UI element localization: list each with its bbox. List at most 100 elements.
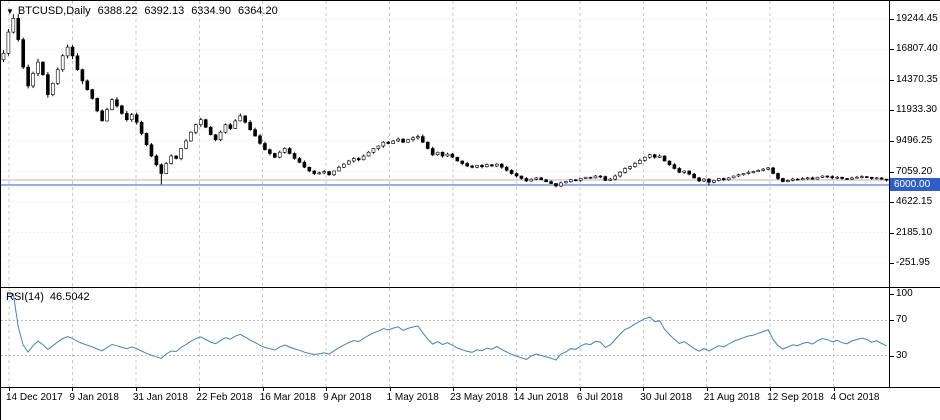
candle xyxy=(667,160,672,166)
price-axis-tick xyxy=(890,263,894,264)
candle xyxy=(16,17,21,40)
candle xyxy=(455,156,460,162)
candle xyxy=(475,165,479,168)
price-axis-tick xyxy=(890,141,894,142)
price-chart[interactable] xyxy=(1,1,889,287)
rsi-axis-tick xyxy=(890,356,894,357)
candle xyxy=(618,171,622,177)
candle xyxy=(790,178,795,181)
candle xyxy=(1,52,6,60)
candle xyxy=(21,39,26,68)
candle xyxy=(144,133,149,145)
candle xyxy=(129,114,134,120)
candle xyxy=(46,74,50,95)
time-axis-tick xyxy=(136,388,137,391)
candle xyxy=(879,177,884,180)
price-axis-tick xyxy=(890,172,894,173)
price-axis-tick xyxy=(890,19,894,20)
candle xyxy=(401,138,405,143)
candle xyxy=(460,160,465,164)
candle xyxy=(746,171,751,174)
candle xyxy=(805,177,810,180)
candle xyxy=(361,155,366,161)
candle xyxy=(435,151,440,155)
candle xyxy=(781,178,785,182)
panel-divider[interactable] xyxy=(1,287,940,288)
candle xyxy=(741,173,746,176)
candle xyxy=(830,176,835,179)
candle xyxy=(312,170,317,174)
candle xyxy=(223,124,228,133)
price-axis-label: 11933.30 xyxy=(896,104,937,116)
price-axis-label: 14370.35 xyxy=(896,73,938,85)
time-axis-label: 21 Aug 2018 xyxy=(703,392,760,403)
candle xyxy=(199,119,203,125)
rsi-axis-tick xyxy=(890,320,894,321)
price-axis[interactable]: 19244.45 16807.40 14370.35 11933.30 9496.25 7… xyxy=(890,1,940,387)
candle xyxy=(411,137,415,141)
candle xyxy=(322,171,326,174)
time-axis-tick xyxy=(770,388,771,391)
candle xyxy=(307,166,312,172)
candle xyxy=(825,175,830,178)
rsi-chart[interactable] xyxy=(1,288,889,387)
rsi-axis-label: 100 xyxy=(896,288,913,299)
price-axis-label: 19244.45 xyxy=(896,12,938,24)
candle xyxy=(766,167,770,170)
candle xyxy=(396,138,400,142)
ohlc-open: 6388.22 xyxy=(97,5,138,17)
time-axis[interactable]: 14 Dec 2017 9 Jan 2018 31 Jan 2018 22 Feb 2… xyxy=(1,388,940,420)
candle xyxy=(662,155,667,162)
candle xyxy=(272,153,277,158)
candle xyxy=(327,171,331,176)
candle xyxy=(125,113,129,121)
candle xyxy=(184,140,188,149)
time-axis-tick xyxy=(834,388,835,391)
candle xyxy=(416,136,420,139)
ohlc-close: 6364.20 xyxy=(237,5,278,17)
candle xyxy=(509,170,514,174)
candle xyxy=(218,131,223,140)
panel-divider-bottom[interactable] xyxy=(1,387,940,388)
candle xyxy=(159,164,164,174)
candle xyxy=(253,129,257,137)
time-axis-tick xyxy=(326,388,327,391)
candle xyxy=(75,55,80,70)
rsi-axis-tick xyxy=(890,294,894,295)
candle xyxy=(105,109,109,122)
candle xyxy=(302,161,307,168)
candle xyxy=(149,144,154,157)
candle xyxy=(869,176,874,179)
price-axis-label: 16807.40 xyxy=(896,43,938,55)
candle xyxy=(36,61,40,74)
candle xyxy=(707,178,711,183)
candle xyxy=(189,131,193,142)
candle xyxy=(203,119,208,128)
candle xyxy=(26,66,30,87)
candle xyxy=(593,175,598,179)
candle xyxy=(840,176,844,179)
candle xyxy=(697,177,701,182)
time-axis-label: 9 Apr 2018 xyxy=(323,392,372,403)
candle xyxy=(233,120,238,129)
candle xyxy=(850,177,854,180)
candle xyxy=(208,126,213,135)
chart-header: ▼ BTCUSD,Daily 6388.22 6392.13 6334.90 6364.2… xyxy=(6,5,278,17)
candle xyxy=(514,173,519,177)
candle xyxy=(652,154,657,158)
candle xyxy=(268,149,272,154)
candle xyxy=(425,141,430,149)
candle xyxy=(499,163,504,168)
candle xyxy=(529,178,534,182)
symbol-dropdown-icon[interactable]: ▼ xyxy=(6,7,14,16)
candle xyxy=(213,134,218,140)
price-axis-tick xyxy=(890,49,894,50)
time-axis-label: 31 Jan 2018 xyxy=(132,392,188,403)
candle xyxy=(490,164,494,167)
candle xyxy=(337,166,341,172)
price-axis-label: -251.95 xyxy=(896,257,930,268)
candle xyxy=(406,139,410,143)
candle xyxy=(31,73,35,87)
candle xyxy=(628,166,632,169)
rsi-line xyxy=(8,293,887,361)
